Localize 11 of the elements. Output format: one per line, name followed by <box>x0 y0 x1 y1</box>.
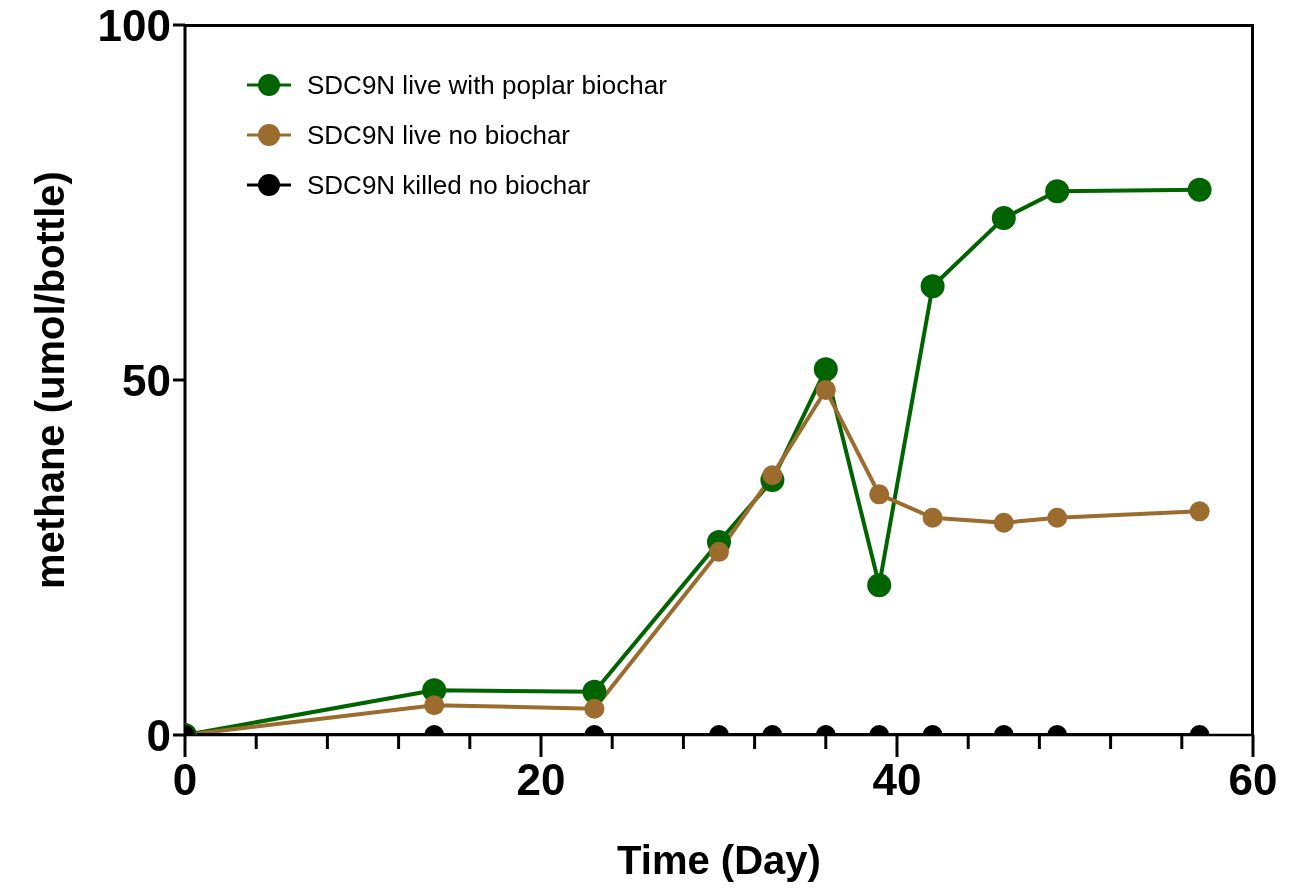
x-axis-title: Time (Day) <box>617 838 821 882</box>
x-tick-label: 20 <box>516 755 566 804</box>
x-tick-label: 60 <box>1228 755 1278 804</box>
y-tick-label: 100 <box>97 0 171 50</box>
y-tick-label: 50 <box>122 355 171 405</box>
legend-label: SDC9N live no biochar <box>307 119 571 151</box>
legend-label: SDC9N live with poplar biochar <box>307 69 667 101</box>
y-tick-label: 0 <box>146 710 171 760</box>
x-tick-label: 40 <box>872 755 922 804</box>
legend-label: SDC9N killed no biochar <box>307 169 591 201</box>
y-axis-title: methane (umol/bottle) <box>28 171 73 589</box>
